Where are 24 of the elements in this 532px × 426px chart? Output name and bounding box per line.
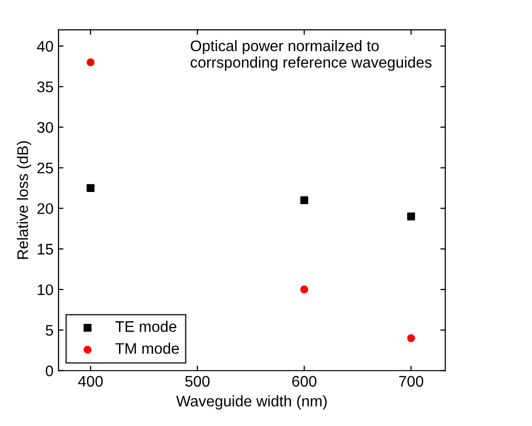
y-tick-label: 40 (37, 40, 54, 52)
y-tick-label: 25 (37, 162, 54, 174)
point (86, 184, 95, 192)
y-tick-label: 35 (37, 81, 54, 92)
y-tick-label: 15 (38, 244, 54, 255)
x-tick-label: 500 (185, 376, 210, 387)
point (300, 196, 308, 204)
point (300, 286, 308, 294)
y-tick-label: 10 (38, 284, 54, 296)
y-tick-label: 30 (37, 122, 54, 133)
x-tick-label: 400 (78, 376, 103, 387)
y-tick-label: 0 (46, 365, 54, 376)
x-tick-label: 700 (399, 376, 424, 387)
y-axis-title: Relative loss (dB) (16, 141, 32, 259)
annotation: Optical power normailzed to corrsponding reference waveguides (190, 40, 432, 71)
legend-label: TM mode (115, 342, 179, 354)
x-tick-label: 600 (292, 376, 316, 387)
y-tick-label: 20 (37, 203, 54, 214)
x-axis-title: Waveguide width (nm) (176, 395, 327, 410)
point (407, 212, 416, 220)
legend-label: TE mode (115, 320, 176, 332)
point (407, 334, 416, 342)
y-tick-label: 5 (46, 325, 54, 336)
point (86, 58, 95, 66)
